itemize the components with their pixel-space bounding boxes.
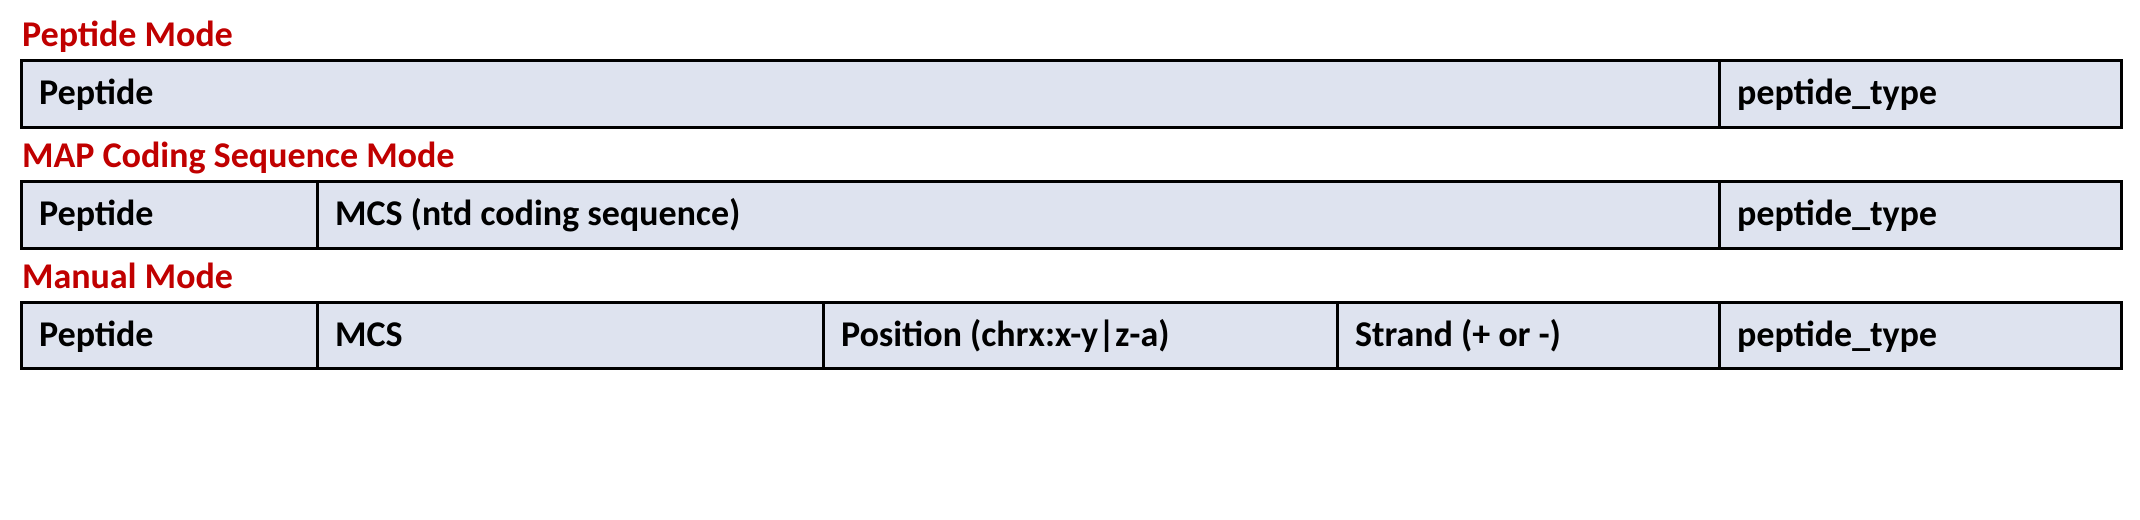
cell-position: Position (chrx:x-y|z-a) (824, 302, 1338, 368)
table-row: Peptide MCS (ntd coding sequence) peptid… (22, 182, 2122, 248)
heading-peptide-mode: Peptide Mode (22, 14, 2120, 55)
table-manual-mode: Peptide MCS Position (chrx:x-y|z-a) Stra… (20, 301, 2123, 370)
cell-strand: Strand (+ or -) (1338, 302, 1720, 368)
heading-mcs-mode: MAP Coding Sequence Mode (22, 135, 2120, 176)
cell-mcs: MCS (318, 302, 824, 368)
heading-manual-mode: Manual Mode (22, 256, 2120, 297)
table-row: Peptide peptide_type (22, 61, 2122, 127)
cell-peptide: Peptide (22, 302, 318, 368)
table-row: Peptide MCS Position (chrx:x-y|z-a) Stra… (22, 302, 2122, 368)
cell-peptide-type: peptide_type (1720, 182, 2122, 248)
cell-mcs: MCS (ntd coding sequence) (318, 182, 1720, 248)
cell-peptide-type: peptide_type (1720, 302, 2122, 368)
table-mcs-mode: Peptide MCS (ntd coding sequence) peptid… (20, 180, 2123, 249)
cell-peptide: Peptide (22, 61, 1720, 127)
table-peptide-mode: Peptide peptide_type (20, 59, 2123, 128)
cell-peptide-type: peptide_type (1720, 61, 2122, 127)
cell-peptide: Peptide (22, 182, 318, 248)
